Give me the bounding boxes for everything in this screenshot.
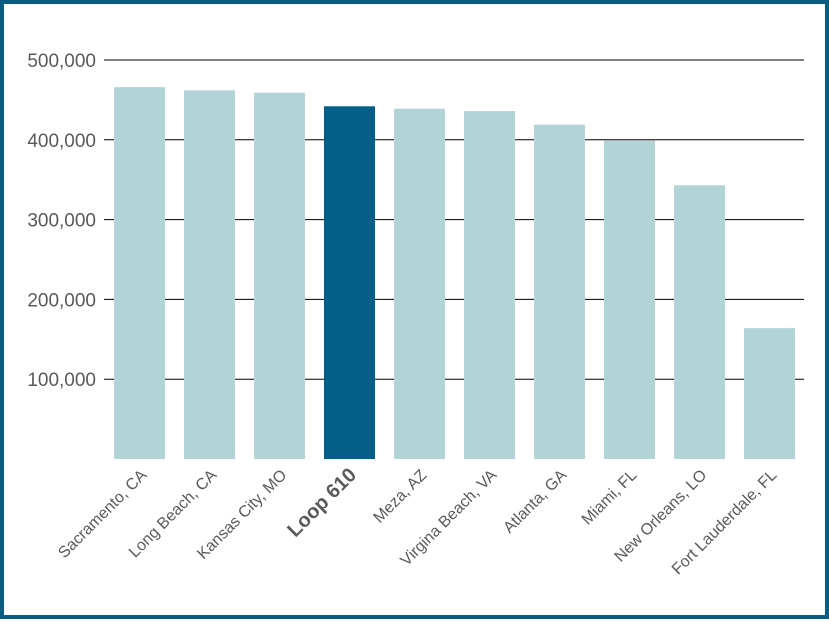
bar [744, 328, 795, 459]
bar-chart: 100,000 200,000 300,000 400,000 500,000 Sacr… [27, 51, 804, 578]
y-tick-label: 500,000 [27, 51, 96, 72]
x-category-label: Miami, FL [579, 467, 641, 529]
bar [604, 140, 655, 459]
bar [324, 106, 375, 459]
bar [394, 108, 445, 459]
y-axis-tick-labels: 100,000 200,000 300,000 400,000 500,000 [27, 51, 96, 391]
y-tick-label: 100,000 [27, 370, 96, 391]
y-tick-label: 300,000 [27, 211, 96, 232]
x-category-label: Loop 610 [283, 464, 361, 542]
bar [254, 92, 305, 459]
bar [464, 111, 515, 460]
bar [674, 185, 725, 459]
bar [534, 124, 585, 459]
y-tick-label: 400,000 [27, 131, 96, 152]
y-tick-label: 200,000 [27, 290, 96, 311]
bar [184, 90, 235, 459]
bar [114, 87, 165, 459]
x-category-label: Atlanta, GA [500, 467, 570, 537]
bars [114, 87, 795, 460]
x-category-label: Meza, AZ [371, 467, 431, 527]
